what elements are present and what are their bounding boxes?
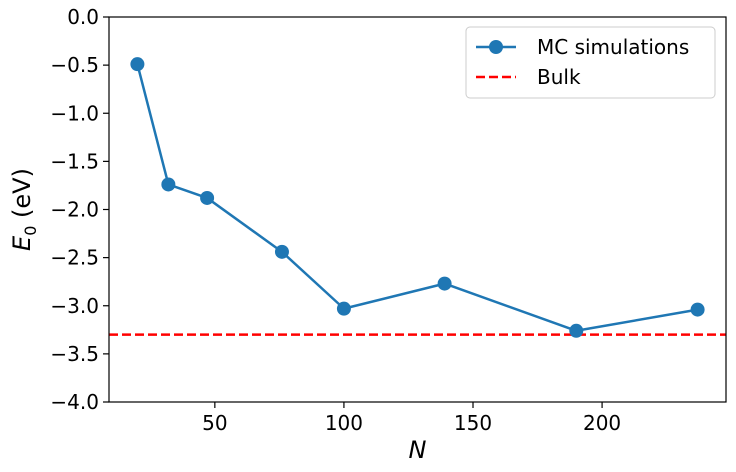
axes-frame <box>108 16 727 403</box>
x-tick-label: 200 <box>583 411 621 435</box>
legend-label-bulk: Bulk <box>537 65 581 89</box>
x-tick-label: 150 <box>454 411 492 435</box>
data-point <box>437 276 452 291</box>
x-axis-ticks: 50 100 150 200 <box>202 402 621 435</box>
plot-area <box>109 57 726 338</box>
data-point <box>336 301 351 316</box>
x-axis-label: N <box>409 436 427 464</box>
y-tick-label: −2.0 <box>50 198 99 222</box>
y-axis-label: E0 (eV) <box>8 168 40 251</box>
data-point <box>200 190 215 205</box>
y-tick-label: −1.5 <box>50 149 99 173</box>
data-point <box>130 57 145 72</box>
y-tick-label: −3.5 <box>50 342 99 366</box>
data-point <box>161 177 176 192</box>
x-tick-label: 50 <box>202 411 227 435</box>
data-point <box>274 244 289 259</box>
y-axis-ticks: 0.0 −0.5 −1.0 −1.5 −2.0 −2.5 −3.0 −3.5 −4.0 <box>50 5 109 414</box>
legend: MC simulations Bulk <box>465 26 716 99</box>
y-tick-label: −2.5 <box>50 246 99 270</box>
y-tick-label: −1.0 <box>50 101 99 125</box>
x-tick-label: 100 <box>325 411 363 435</box>
legend-label-mc-simulations: MC simulations <box>537 35 689 59</box>
y-tick-label: −3.0 <box>50 294 99 318</box>
data-point <box>569 323 584 338</box>
legend-marker-mc-simulations <box>489 40 503 54</box>
y-tick-label: 0.0 <box>67 5 99 29</box>
y-tick-label: −0.5 <box>50 53 99 77</box>
data-point <box>690 302 705 317</box>
legend-box <box>465 26 716 99</box>
y-tick-label: −4.0 <box>50 390 99 414</box>
